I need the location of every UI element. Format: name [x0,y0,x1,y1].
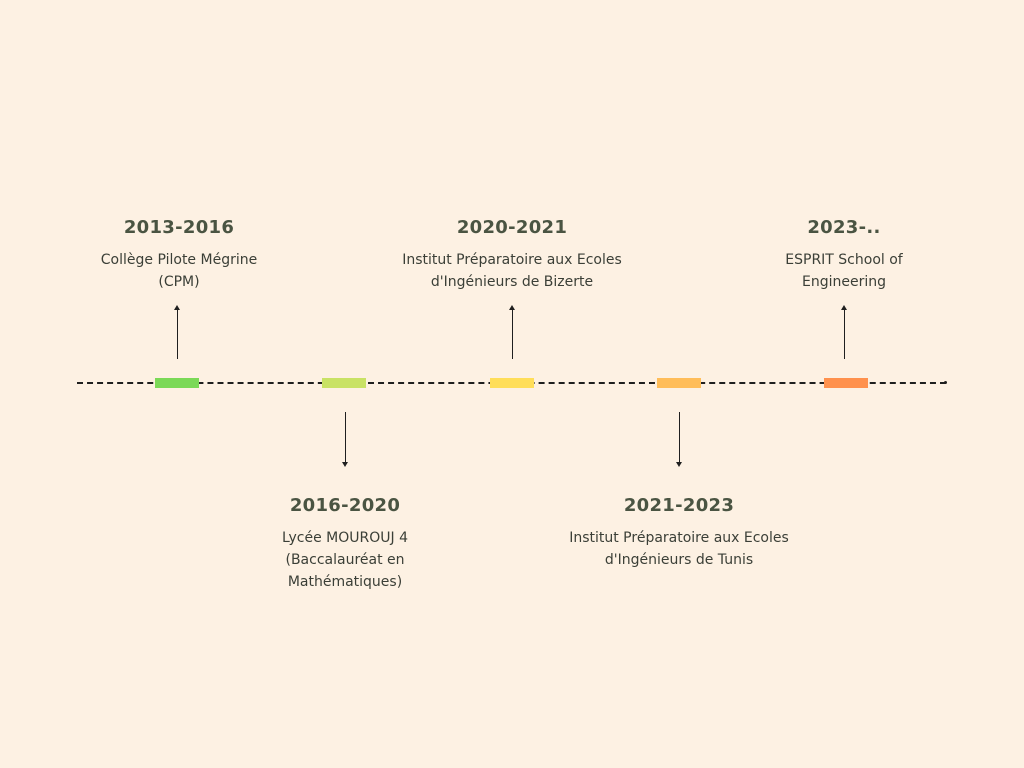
arrow-up-2013-2016 [177,309,178,359]
event-label-2021-2023: 2021-2023 Institut Préparatoire aux Ecol… [549,495,809,571]
arrow-head-up-icon [509,305,515,310]
arrow-down-2016-2020 [345,412,346,462]
event-years: 2021-2023 [623,495,735,516]
event-description: Collège Pilote Mégrine (CPM) [100,252,258,290]
arrow-head-up-icon [841,305,847,310]
arrow-up-2020-2021 [512,309,513,359]
timeline-segment-2020-2021 [490,378,534,388]
arrow-down-2021-2023 [679,412,680,462]
event-years: 2020-2021 [456,217,568,238]
event-description: Institut Préparatoire aux Ecoles d'Ingén… [569,530,789,568]
arrow-head-down-icon [342,462,348,467]
arrow-head-up-icon [174,305,180,310]
timeline-segment-2016-2020 [322,378,366,388]
event-label-2023: 2023-.. ESPRIT School of Engineering [714,217,974,293]
timeline-axis-end [944,381,947,384]
timeline-segment-2013-2016 [155,378,199,388]
event-years: 2013-2016 [123,217,235,238]
event-description: Institut Préparatoire aux Ecoles d'Ingén… [402,252,622,290]
timeline-segment-2021-2023 [657,378,701,388]
event-label-2016-2020: 2016-2020 Lycée MOUROUJ 4 (Baccalauréat … [215,495,475,593]
event-description: Lycée MOUROUJ 4 (Baccalauréat en Mathéma… [282,530,408,590]
timeline-segment-2023 [824,378,868,388]
event-years: 2023-.. [807,217,881,238]
arrow-head-down-icon [676,462,682,467]
event-label-2020-2021: 2020-2021 Institut Préparatoire aux Ecol… [382,217,642,293]
event-description: ESPRIT School of Engineering [785,252,903,290]
event-label-2013-2016: 2013-2016 Collège Pilote Mégrine (CPM) [49,217,309,293]
event-years: 2016-2020 [289,495,401,516]
arrow-up-2023 [844,309,845,359]
